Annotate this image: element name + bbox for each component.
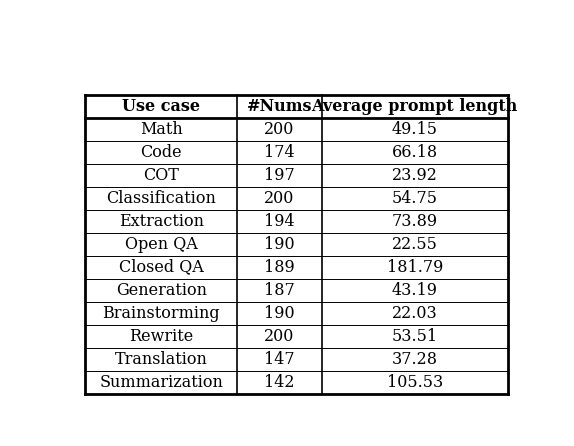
Text: 22.03: 22.03 xyxy=(392,305,437,322)
Text: Brainstorming: Brainstorming xyxy=(102,305,220,322)
Text: Translation: Translation xyxy=(115,351,208,368)
Text: 53.51: 53.51 xyxy=(391,327,438,345)
Text: 22.55: 22.55 xyxy=(392,235,437,252)
Text: Rewrite: Rewrite xyxy=(129,327,193,345)
Text: 37.28: 37.28 xyxy=(391,351,438,368)
Text: 147: 147 xyxy=(264,351,295,368)
Text: Generation: Generation xyxy=(116,281,207,298)
Text: 23.92: 23.92 xyxy=(392,167,437,184)
Text: Classification: Classification xyxy=(106,190,216,206)
Text: 189: 189 xyxy=(264,259,295,276)
Text: 49.15: 49.15 xyxy=(391,121,438,138)
Text: 142: 142 xyxy=(264,373,294,391)
Text: 200: 200 xyxy=(264,190,294,206)
Text: Closed QA: Closed QA xyxy=(119,259,204,276)
Text: 181.79: 181.79 xyxy=(386,259,443,276)
Text: 194: 194 xyxy=(264,213,295,230)
Text: 73.89: 73.89 xyxy=(391,213,438,230)
Text: 197: 197 xyxy=(264,167,295,184)
Text: 174: 174 xyxy=(264,144,295,161)
Text: Math: Math xyxy=(140,121,183,138)
Text: #Nums: #Nums xyxy=(247,98,312,115)
Text: Summarization: Summarization xyxy=(99,373,223,391)
Text: 66.18: 66.18 xyxy=(391,144,438,161)
Text: 200: 200 xyxy=(264,121,294,138)
Text: 54.75: 54.75 xyxy=(391,190,438,206)
Text: 43.19: 43.19 xyxy=(391,281,438,298)
Text: 105.53: 105.53 xyxy=(387,373,443,391)
Text: Open QA: Open QA xyxy=(125,235,197,252)
Text: 200: 200 xyxy=(264,327,294,345)
Text: Extraction: Extraction xyxy=(119,213,204,230)
Text: Code: Code xyxy=(141,144,182,161)
Text: COT: COT xyxy=(144,167,179,184)
Text: Average prompt length: Average prompt length xyxy=(312,98,518,115)
Text: 190: 190 xyxy=(264,305,295,322)
Text: 187: 187 xyxy=(264,281,295,298)
Text: Use case: Use case xyxy=(122,98,200,115)
Text: 190: 190 xyxy=(264,235,295,252)
